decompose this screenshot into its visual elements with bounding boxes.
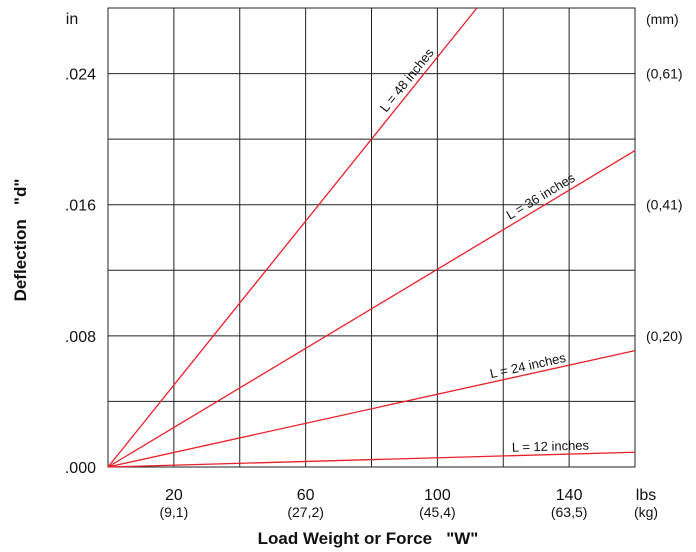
- x-tick-label-secondary: (9,1): [159, 504, 188, 520]
- x-tick-label-secondary: (45,4): [419, 504, 456, 520]
- series-lines: [107, 7, 636, 468]
- series-line: [107, 349, 636, 468]
- tick-labels: .000 .008 .016 .024 (0,20) (0,41) (0,61) 20(9,1…: [65, 66, 683, 520]
- x-tick-label: 60: [297, 487, 315, 504]
- series-label: L = 12 inches: [512, 438, 590, 455]
- x-tick-label: 140: [556, 487, 583, 504]
- y-tick-label-secondary: (0,61): [646, 66, 683, 82]
- y-tick-label: .016: [65, 198, 96, 215]
- series-label: L = 24 inches: [488, 350, 567, 381]
- x-tick-label: 20: [165, 487, 183, 504]
- y-tick-label: .008: [65, 329, 96, 346]
- y-unit-primary: in: [66, 11, 78, 28]
- x-tick-label-secondary: (27,2): [287, 504, 324, 520]
- x-unit-primary: lbs: [636, 487, 656, 504]
- y-tick-label: .024: [65, 67, 96, 84]
- y-tick-label-secondary: (0,41): [646, 197, 683, 213]
- y-tick-label-secondary: (0,20): [646, 328, 683, 344]
- x-unit-secondary: (kg): [634, 504, 658, 520]
- series-labels: L = 12 inches L = 24 inches L = 36 inches L…: [377, 45, 590, 455]
- x-tick-label-secondary: (63,5): [551, 504, 588, 520]
- series-label: L = 48 inches: [377, 45, 437, 115]
- x-tick-label: 100: [424, 487, 451, 504]
- series-label: L = 36 inches: [504, 170, 578, 223]
- y-unit-secondary: (mm): [646, 11, 679, 27]
- series-line: [107, 7, 478, 468]
- series-line: [107, 451, 636, 468]
- y-axis-title: Deflection "d": [11, 179, 30, 302]
- series-line: [107, 150, 636, 468]
- grid: [107, 7, 636, 468]
- y-tick-label: .000: [65, 460, 96, 477]
- x-axis-title: Load Weight or Force "W": [258, 529, 479, 548]
